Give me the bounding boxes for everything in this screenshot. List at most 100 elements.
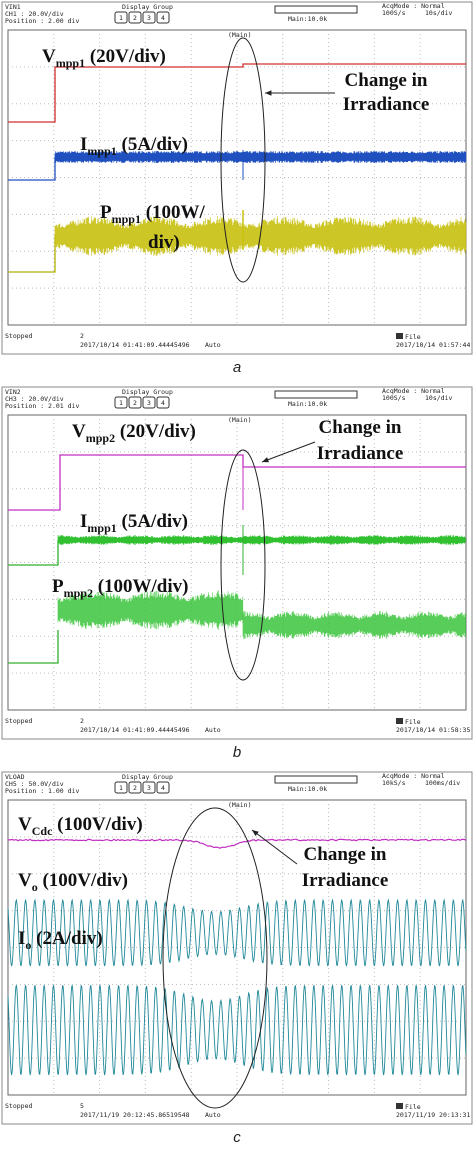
status: Stopped	[5, 1102, 32, 1110]
zoom-tag: (Main)	[228, 416, 251, 424]
acq-mode: AcqMode : Normal	[382, 772, 445, 780]
group-button-label: 3	[147, 399, 151, 407]
label-symbol: P	[52, 576, 64, 597]
trace	[8, 63, 466, 123]
group-button-label: 1	[119, 14, 123, 22]
position: Position : 2.01 div	[5, 402, 79, 410]
channel-scale: CH1 : 20.0V/div	[5, 10, 64, 18]
label-subscript: mpp1	[112, 212, 141, 226]
timebase: 10s/div	[425, 394, 452, 402]
group-button-label: 2	[133, 14, 137, 22]
arrow-head	[262, 457, 269, 463]
zoom-bar	[274, 5, 358, 14]
group-button-label: 1	[119, 784, 123, 792]
arrow-head	[265, 90, 272, 96]
status: Stopped	[5, 717, 32, 725]
annotation: Change in	[345, 70, 428, 91]
trigger: Auto	[205, 726, 221, 734]
label-symbol: V	[42, 46, 56, 67]
trace-label: Vmpp2 (20V/div)	[72, 421, 196, 445]
start-time: 2017/10/14 01:41:09.44445496	[80, 726, 190, 734]
display-group: Display Group	[122, 3, 173, 11]
trace	[8, 540, 59, 566]
status: Stopped	[5, 332, 32, 340]
trace-label: Io (2A/div)	[18, 928, 103, 952]
group-button	[128, 11, 142, 24]
label-symbol: I	[18, 928, 25, 949]
group-button-label: 2	[133, 399, 137, 407]
label-subscript: o	[25, 938, 31, 952]
annotation: Irradiance	[302, 870, 389, 891]
trace-label: Pmpp2 (100W/div)	[52, 576, 188, 600]
highlight-ellipse	[162, 807, 268, 1109]
label-scale: (100W/	[141, 202, 206, 223]
trace-label: Vmpp1 (20V/div)	[42, 46, 166, 70]
trace	[54, 216, 467, 256]
group-button	[114, 11, 128, 24]
group-button	[142, 396, 156, 409]
group-button	[128, 781, 142, 794]
label-scale: (20V/div)	[115, 421, 196, 442]
sample-rate: 100S/s	[382, 394, 406, 402]
label-subscript: mpp2	[64, 586, 93, 600]
label-symbol: I	[80, 511, 87, 532]
label-scale: (100V/div)	[38, 870, 128, 891]
count: 2	[80, 717, 84, 725]
file: File	[405, 1103, 421, 1111]
file-icon	[396, 1103, 403, 1109]
annotation: Irradiance	[343, 94, 430, 115]
group-button	[114, 781, 128, 794]
label-scale: (100V/div)	[52, 814, 142, 835]
caption: c	[233, 1129, 241, 1146]
trace	[54, 151, 467, 163]
arrow	[261, 441, 316, 463]
annotation: Change in	[319, 417, 402, 438]
main-zoom: Main:10.0k	[288, 400, 327, 408]
highlight-ellipse	[220, 449, 266, 681]
position: Position : 1.00 div	[5, 787, 79, 795]
label-scale: (5A/div)	[117, 511, 188, 532]
position: Position : 2.00 div	[5, 17, 79, 25]
trace	[57, 535, 466, 545]
trace-label-cont: div)	[148, 232, 180, 253]
label-subscript: mpp1	[87, 521, 116, 535]
annotation: Irradiance	[317, 443, 404, 464]
file: File	[405, 333, 421, 341]
trace	[8, 157, 56, 181]
label-scale: (100W/div)	[93, 576, 189, 597]
display-group: Display Group	[122, 773, 173, 781]
group-button-label: 4	[161, 399, 165, 407]
channel: VIN2	[5, 388, 21, 396]
label-symbol: P	[100, 202, 112, 223]
group-button	[128, 396, 142, 409]
acq-mode: AcqMode : Normal	[382, 387, 445, 395]
count: 2	[80, 332, 84, 340]
zoom-bar	[274, 775, 358, 784]
label-subscript: mpp1	[87, 144, 116, 158]
group-button	[142, 781, 156, 794]
file-icon	[396, 333, 403, 339]
sample-rate: 10kS/s	[382, 779, 406, 787]
group-button	[114, 396, 128, 409]
end-time: 2017/10/14 01:57:44	[396, 341, 470, 349]
caption: a	[233, 359, 241, 376]
group-button-label: 3	[147, 784, 151, 792]
group-button	[156, 781, 170, 794]
main-zoom: Main:10.0k	[288, 15, 327, 23]
label-scale: (20V/div)	[85, 46, 166, 67]
channel: VIN1	[5, 3, 21, 11]
sample-rate: 100S/s	[382, 9, 406, 17]
label-subscript: mpp2	[86, 431, 115, 445]
trace	[7, 838, 467, 849]
group-button	[142, 11, 156, 24]
start-time: 2017/11/19 20:12:45.86519548	[80, 1111, 190, 1119]
acq-mode: AcqMode : Normal	[382, 2, 445, 10]
arrow-head	[252, 830, 259, 837]
group-button-label: 4	[161, 784, 165, 792]
caption: b	[233, 744, 241, 761]
trigger: Auto	[205, 1111, 221, 1119]
trace-label: Pmpp1 (100W/	[100, 202, 206, 226]
